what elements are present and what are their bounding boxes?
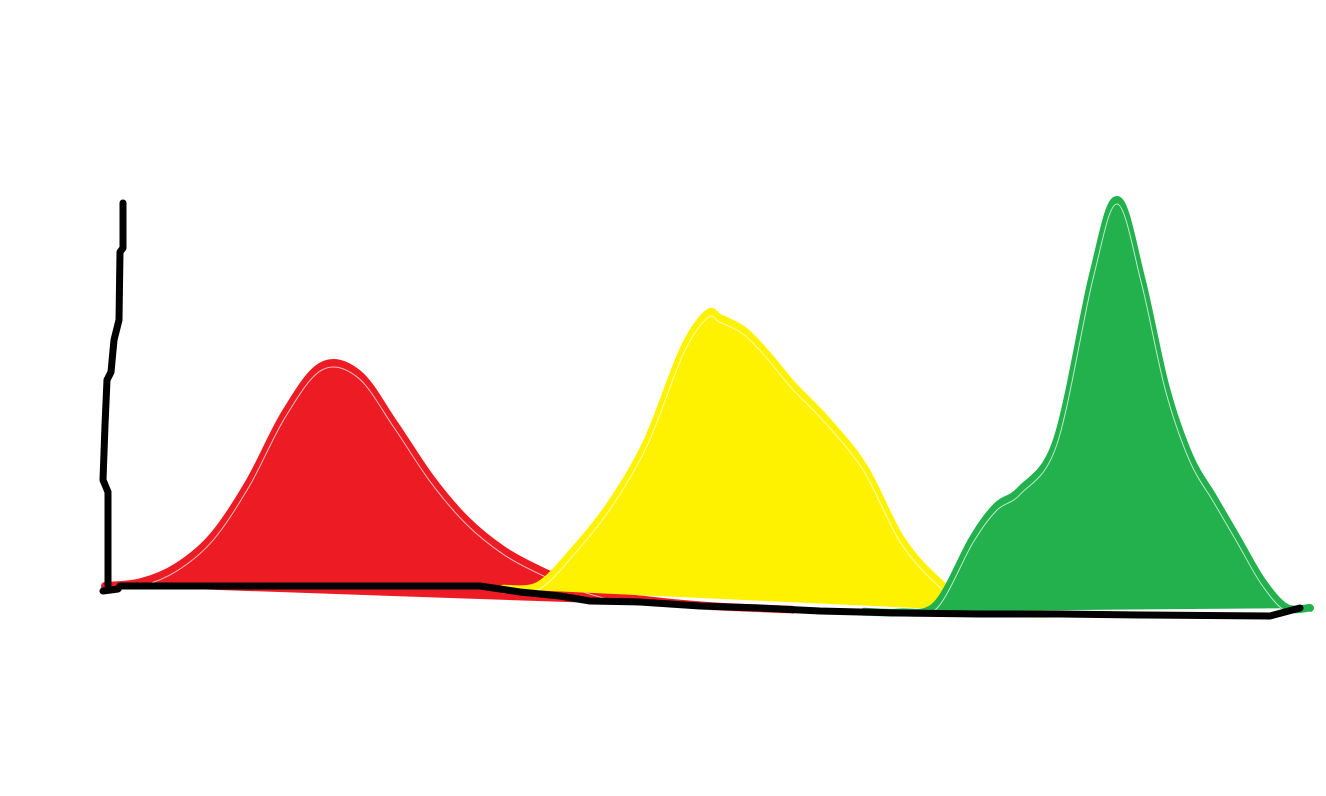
y-axis-line xyxy=(99,199,127,589)
x-axis-line xyxy=(99,582,1304,620)
series-2-area xyxy=(864,199,1310,613)
series-layer xyxy=(101,196,1314,619)
series-1-outline xyxy=(498,307,1049,618)
series-1-highlight xyxy=(502,315,1045,619)
series-2-outline xyxy=(860,196,1314,617)
series-0-area xyxy=(105,362,792,610)
series-2-highlight xyxy=(864,203,1311,618)
series-1-area xyxy=(502,311,1045,614)
axis-layer xyxy=(99,199,1304,620)
